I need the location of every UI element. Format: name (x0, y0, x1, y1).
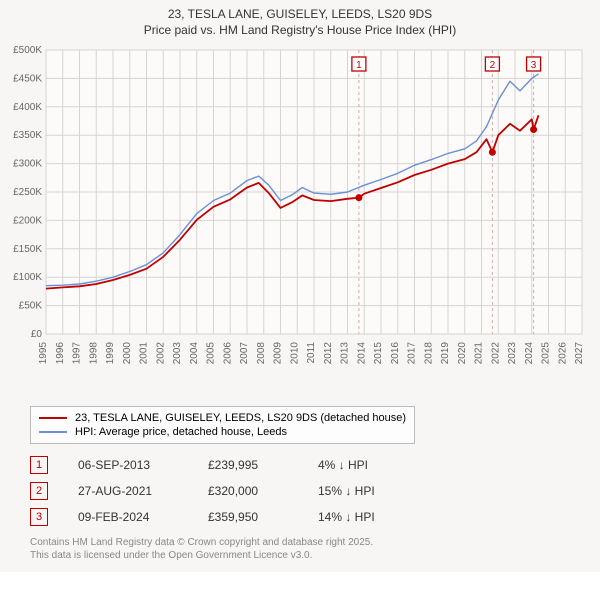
svg-text:£150K: £150K (13, 244, 42, 255)
svg-text:£450K: £450K (13, 74, 42, 85)
legend-label: 23, TESLA LANE, GUISELEY, LEEDS, LS20 9D… (75, 412, 406, 424)
svg-text:2027: 2027 (574, 342, 585, 365)
legend-row: HPI: Average price, detached house, Leed… (39, 425, 406, 439)
svg-text:2008: 2008 (256, 342, 267, 365)
svg-text:2003: 2003 (172, 342, 183, 365)
chart-area: £0 £50K £100K £150K £200K £250K £300K £350K £400… (10, 42, 590, 402)
legend-swatch (39, 431, 67, 433)
svg-text:£500K: £500K (13, 45, 42, 56)
svg-text:3: 3 (531, 60, 537, 71)
svg-text:1996: 1996 (55, 342, 66, 365)
svg-text:1997: 1997 (72, 342, 83, 365)
point-badge: 1 (30, 456, 48, 474)
svg-text:2022: 2022 (490, 342, 501, 365)
point-date: 09-FEB-2024 (78, 510, 178, 524)
point-row: 1 06-SEP-2013 £239,995 4% ↓ HPI (30, 452, 588, 478)
svg-text:2016: 2016 (390, 342, 401, 365)
svg-text:1995: 1995 (38, 342, 49, 365)
point-delta: 4% ↓ HPI (318, 458, 408, 472)
svg-text:£0: £0 (31, 329, 43, 340)
point-row: 2 27-AUG-2021 £320,000 15% ↓ HPI (30, 478, 588, 504)
chart-svg: £0 £50K £100K £150K £200K £250K £300K £350K £400… (10, 42, 590, 397)
svg-text:2006: 2006 (222, 342, 233, 365)
svg-text:2002: 2002 (155, 342, 166, 365)
svg-text:2005: 2005 (206, 342, 217, 365)
svg-text:2021: 2021 (474, 342, 485, 365)
svg-text:2019: 2019 (440, 342, 451, 365)
svg-text:£300K: £300K (13, 159, 42, 170)
footer: Contains HM Land Registry data © Crown c… (30, 536, 588, 562)
svg-text:2012: 2012 (323, 342, 334, 365)
svg-text:2010: 2010 (289, 342, 300, 365)
svg-text:2023: 2023 (507, 342, 518, 365)
point-delta: 14% ↓ HPI (318, 510, 408, 524)
svg-text:£200K: £200K (13, 216, 42, 227)
point-delta: 15% ↓ HPI (318, 484, 408, 498)
svg-text:£350K: £350K (13, 131, 42, 142)
svg-text:2004: 2004 (189, 342, 200, 365)
svg-text:2001: 2001 (139, 342, 150, 365)
legend-label: HPI: Average price, detached house, Leed… (75, 426, 287, 438)
svg-text:2017: 2017 (407, 342, 418, 365)
svg-text:2015: 2015 (373, 342, 384, 365)
svg-text:1998: 1998 (88, 342, 99, 365)
svg-text:2: 2 (490, 60, 496, 71)
chart-titles: 23, TESLA LANE, GUISELEY, LEEDS, LS20 9D… (10, 6, 590, 38)
svg-text:£250K: £250K (13, 187, 42, 198)
svg-text:2018: 2018 (423, 342, 434, 365)
point-badge: 2 (30, 482, 48, 500)
points-table: 1 06-SEP-2013 £239,995 4% ↓ HPI 2 27-AUG-2021… (30, 452, 588, 530)
svg-text:1999: 1999 (105, 342, 116, 365)
svg-text:2013: 2013 (340, 342, 351, 365)
legend-swatch (39, 417, 67, 419)
svg-text:2014: 2014 (356, 342, 367, 365)
svg-text:2007: 2007 (239, 342, 250, 365)
svg-text:£100K: £100K (13, 273, 42, 284)
svg-text:2024: 2024 (524, 342, 535, 365)
point-date: 06-SEP-2013 (78, 458, 178, 472)
svg-text:2009: 2009 (273, 342, 284, 365)
footer-line2: This data is licensed under the Open Gov… (30, 549, 588, 562)
svg-text:£50K: £50K (19, 301, 43, 312)
svg-text:2011: 2011 (306, 342, 317, 364)
point-badge: 3 (30, 508, 48, 526)
legend: 23, TESLA LANE, GUISELEY, LEEDS, LS20 9D… (30, 406, 415, 444)
footer-line1: Contains HM Land Registry data © Crown c… (30, 536, 588, 549)
svg-text:2025: 2025 (541, 342, 552, 365)
svg-text:2026: 2026 (557, 342, 568, 365)
svg-text:1: 1 (356, 60, 362, 71)
svg-text:2020: 2020 (457, 342, 468, 365)
point-price: £359,950 (208, 510, 288, 524)
svg-text:2000: 2000 (122, 342, 133, 365)
title-line2: Price paid vs. HM Land Registry's House … (10, 22, 590, 38)
title-line1: 23, TESLA LANE, GUISELEY, LEEDS, LS20 9D… (10, 6, 590, 22)
point-price: £320,000 (208, 484, 288, 498)
point-date: 27-AUG-2021 (78, 484, 178, 498)
legend-row: 23, TESLA LANE, GUISELEY, LEEDS, LS20 9D… (39, 411, 406, 425)
point-price: £239,995 (208, 458, 288, 472)
point-row: 3 09-FEB-2024 £359,950 14% ↓ HPI (30, 504, 588, 530)
svg-text:£400K: £400K (13, 102, 42, 113)
